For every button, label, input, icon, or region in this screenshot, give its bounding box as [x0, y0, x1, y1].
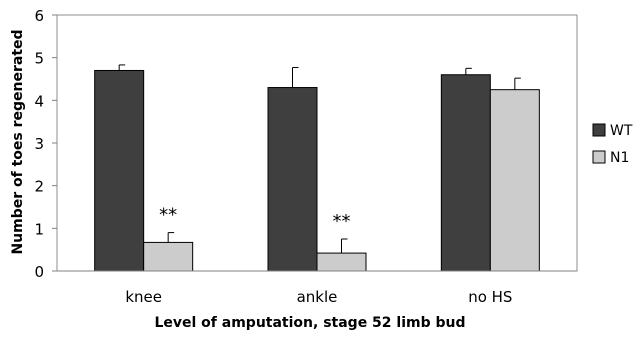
x-tick-label: ankle [297, 288, 338, 306]
y-tick-label: 0 [34, 263, 44, 281]
bar-wt-knee [94, 69, 145, 272]
y-tick-label: 6 [34, 7, 44, 25]
x-tick-label: no HS [468, 288, 512, 306]
bar-wt-no-hs [440, 74, 491, 272]
significance-marker: ** [333, 211, 351, 232]
bar-n1-knee [143, 241, 194, 272]
significance-marker: ** [159, 205, 177, 226]
legend-swatch-n1 [592, 150, 606, 164]
y-tick-label: 5 [34, 50, 44, 68]
bar-n1-ankle [316, 252, 367, 272]
x-tick-label: knee [125, 288, 162, 306]
y-tick-label: 1 [34, 220, 44, 238]
legend: WT N1 [592, 123, 633, 166]
x-axis-label: Level of amputation, stage 52 limb bud [154, 315, 465, 331]
y-tick-label: 2 [34, 178, 44, 196]
y-tick-label: 3 [34, 135, 44, 153]
bar-wt-ankle [267, 87, 318, 272]
legend-label-n1: N1 [610, 150, 629, 166]
legend-label-wt: WT [610, 123, 633, 139]
bar-n1-no-hs [489, 89, 540, 272]
y-axis-label: Number of toes regenerated [10, 29, 26, 254]
y-tick-label: 4 [34, 92, 44, 110]
legend-swatch-wt [592, 123, 606, 137]
plot-area: 0 1 2 3 4 5 6 ** knee ** ankle no HS [34, 7, 578, 306]
